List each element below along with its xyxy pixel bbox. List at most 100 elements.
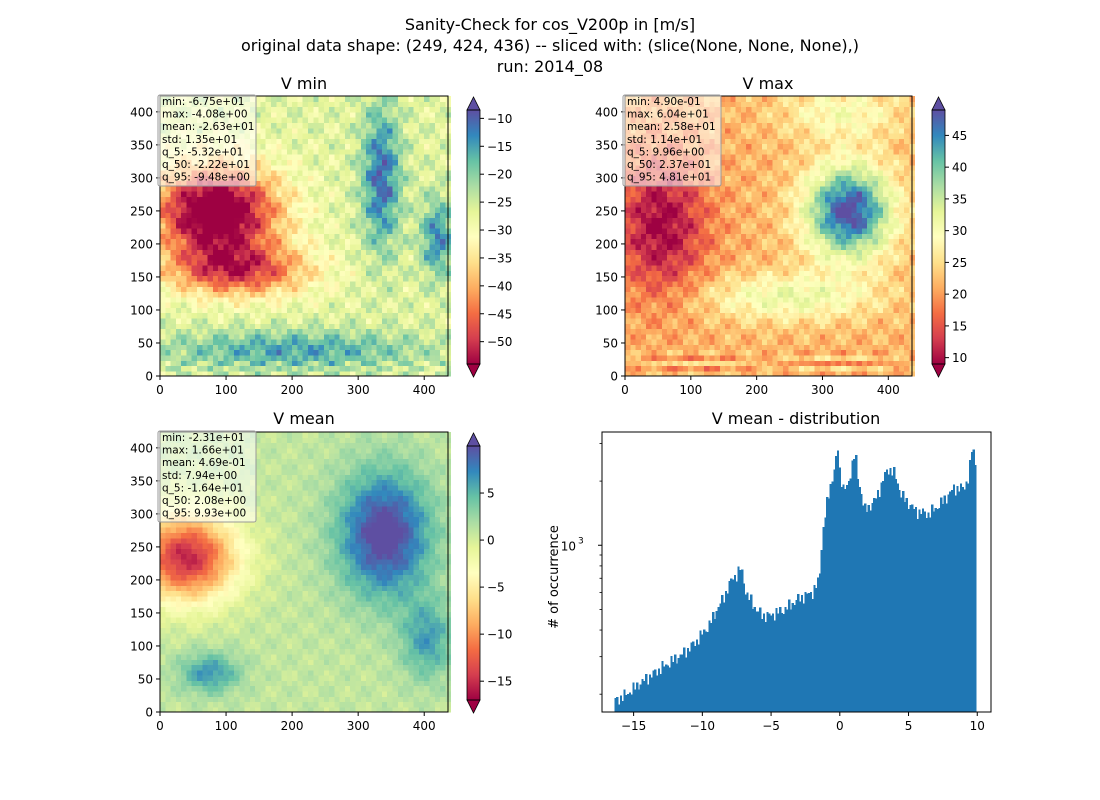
heatmap-cell	[213, 350, 219, 356]
heatmap-cell	[851, 265, 857, 271]
heatmap-cell	[329, 254, 335, 260]
heatmap-cell	[356, 101, 362, 107]
heatmap-cell	[229, 281, 235, 287]
heatmap-cell	[778, 186, 784, 192]
heatmap-cell	[857, 228, 863, 234]
heatmap-cell	[181, 307, 187, 313]
heatmap-cell	[419, 117, 425, 123]
heatmap-cell	[878, 365, 884, 371]
heatmap-cell	[772, 191, 778, 197]
heatmap-cell	[867, 254, 873, 260]
heatmap-cell	[393, 365, 399, 371]
heatmap-cell	[223, 244, 229, 250]
heatmap-cell	[213, 228, 219, 234]
heatmap-cell	[736, 286, 742, 292]
heatmap-cell	[297, 154, 303, 160]
heatmap-cell	[662, 339, 668, 345]
heatmap-cell	[873, 196, 879, 202]
heatmap-cell	[371, 276, 377, 282]
heatmap-cell	[894, 365, 900, 371]
heatmap-cell	[260, 344, 266, 350]
heatmap-cell	[345, 207, 351, 213]
heatmap-cell	[276, 228, 282, 234]
heatmap-cell	[282, 202, 288, 208]
heatmap-cell	[308, 339, 314, 345]
heatmap-cell	[709, 313, 715, 319]
heatmap-cell	[657, 202, 663, 208]
heatmap-cell	[319, 291, 325, 297]
heatmap-cell	[340, 202, 346, 208]
heatmap-cell	[899, 233, 905, 239]
heatmap-cell	[303, 244, 309, 250]
heatmap-cell	[725, 207, 731, 213]
heatmap-cell	[192, 281, 198, 287]
heatmap-cell	[804, 228, 810, 234]
heatmap-cell	[356, 360, 362, 366]
heatmap-cell	[377, 101, 383, 107]
heatmap-cell	[867, 365, 873, 371]
heatmap-cell	[165, 228, 171, 234]
heatmap-cell	[846, 360, 852, 366]
heatmap-cell	[715, 228, 721, 234]
heatmap-cell	[324, 181, 330, 187]
heatmap-cell	[403, 313, 409, 319]
heatmap-cell	[297, 144, 303, 150]
heatmap-cell	[271, 159, 277, 165]
heatmap-cell	[393, 260, 399, 266]
heatmap-cell	[767, 254, 773, 260]
heatmap-cell	[393, 254, 399, 260]
heatmap-cell	[239, 276, 245, 282]
heatmap-cell	[414, 344, 420, 350]
heatmap-cell	[414, 307, 420, 313]
heatmap-cell	[234, 302, 240, 308]
heatmap-cell	[857, 344, 863, 350]
heatmap-cell	[393, 207, 399, 213]
heatmap-cell	[809, 291, 815, 297]
heatmap-cell	[403, 344, 409, 350]
heatmap-cell	[762, 334, 768, 340]
heatmap-cell	[804, 207, 810, 213]
heatmap-cell	[350, 117, 356, 123]
heatmap-cell	[794, 191, 800, 197]
y-tick-label: 350	[130, 138, 153, 152]
heatmap-cell	[741, 355, 747, 361]
heatmap-cell	[165, 260, 171, 266]
heatmap-cell	[709, 286, 715, 292]
heatmap-cell	[287, 112, 293, 118]
heatmap-cell	[223, 334, 229, 340]
heatmap-cell	[308, 233, 314, 239]
heatmap-cell	[867, 313, 873, 319]
heatmap-cell	[303, 344, 309, 350]
heatmap-cell	[825, 191, 831, 197]
heatmap-cell	[282, 265, 288, 271]
heatmap-cell	[186, 202, 192, 208]
heatmap-cell	[282, 218, 288, 224]
heatmap-cell	[625, 302, 631, 308]
heatmap-cell	[398, 286, 404, 292]
heatmap-cell	[234, 239, 240, 245]
heatmap-cell	[371, 181, 377, 187]
heatmap-cell	[334, 212, 340, 218]
heatmap-cell	[783, 218, 789, 224]
heatmap-cell	[730, 323, 736, 329]
heatmap-cell	[393, 133, 399, 139]
heatmap-cell	[862, 339, 868, 345]
heatmap-cell	[630, 291, 636, 297]
heatmap-cell	[361, 202, 367, 208]
heatmap-cell	[709, 339, 715, 345]
heatmap-cell	[772, 344, 778, 350]
heatmap-cell	[878, 254, 884, 260]
heatmap-cell	[223, 270, 229, 276]
heatmap-cell	[356, 207, 362, 213]
heatmap-cell	[646, 297, 652, 303]
heatmap-cell	[662, 249, 668, 255]
heatmap-cell	[625, 339, 631, 345]
heatmap-cell	[276, 323, 282, 329]
heatmap-cell	[757, 244, 763, 250]
heatmap-cell	[725, 365, 731, 371]
heatmap-cell	[345, 101, 351, 107]
heatmap-cell	[851, 350, 857, 356]
heatmap-cell	[303, 297, 309, 303]
heatmap-cell	[223, 323, 229, 329]
heatmap-cell	[846, 228, 852, 234]
